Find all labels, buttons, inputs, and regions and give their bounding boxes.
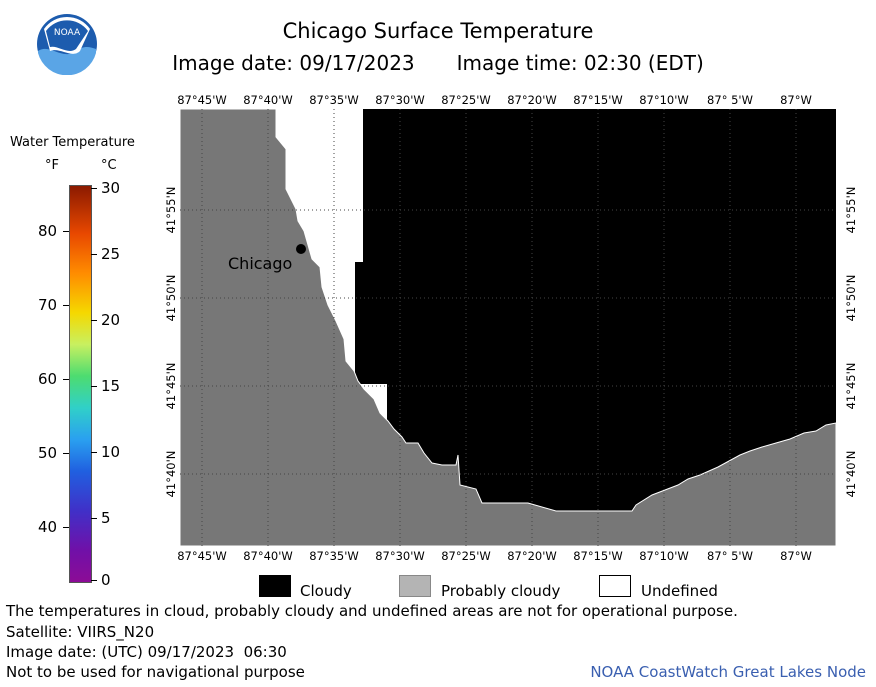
fahrenheit-tick-label: 50 [38,444,58,462]
longitude-label: 87°15'W [573,549,623,563]
noaa-logo: NOAA [36,13,98,76]
footer-note: The temperatures in cloud, probably clou… [6,602,738,620]
longitude-label: 87°35'W [309,93,359,107]
longitude-label: 87°10'W [639,93,689,107]
celsius-tick-label: 25 [101,245,121,263]
longitude-label: 87° 5'W [707,549,753,563]
legend-undefined-swatch [599,575,631,597]
longitude-label: 87°20'W [507,549,557,563]
map-panel: Chicago [180,109,836,546]
page-title: Chicago Surface Temperature [282,19,594,43]
image-date: Image date: 09/17/2023 [172,51,415,75]
longitude-label: 87° 5'W [707,93,753,107]
longitude-label: 87°30'W [375,549,425,563]
unit-celsius: °C [101,158,117,173]
graticule [180,109,836,546]
longitude-label: 87°35'W [309,549,359,563]
longitude-label: 87°15'W [573,93,623,107]
longitude-label: 87°45'W [177,93,227,107]
celsius-tick-mark [91,320,97,321]
longitude-label: 87°10'W [639,549,689,563]
celsius-tick-label: 5 [101,509,111,527]
fahrenheit-tick-mark [63,305,69,306]
fahrenheit-tick-label: 70 [38,296,58,314]
celsius-tick-label: 20 [101,311,121,329]
fahrenheit-tick-mark [63,453,69,454]
longitude-label: 87°25'W [441,549,491,563]
longitude-label: 87°W [780,93,812,107]
legend-probably-cloudy-label: Probably cloudy [441,582,561,600]
celsius-tick-mark [91,254,97,255]
fahrenheit-tick-label: 40 [38,518,58,536]
noaa-logo-text: NOAA [54,28,81,38]
legend-probably-cloudy-swatch [399,575,431,597]
legend-cloudy-swatch [259,575,291,597]
latitude-label: 41°55'N [164,186,178,234]
fahrenheit-tick-label: 60 [38,370,58,388]
longitude-label: 87°40'W [243,93,293,107]
celsius-tick-mark [91,452,97,453]
latitude-label: 41°45'N [164,362,178,410]
footer-utc-date: Image date: (UTC) 09/17/2023 06:30 [6,643,287,661]
legend-cloudy-label: Cloudy [300,582,352,600]
longitude-label: 87°30'W [375,93,425,107]
chicago-label: Chicago [228,254,292,273]
latitude-label: 41°45'N [844,362,858,410]
longitude-label: 87°20'W [507,93,557,107]
latitude-label: 41°40'N [844,450,858,498]
fahrenheit-tick-label: 80 [38,222,58,240]
chicago-marker [296,244,306,254]
latitude-label: 41°50'N [164,274,178,322]
longitude-label: 87°25'W [441,93,491,107]
latitude-label: 41°55'N [844,186,858,234]
land-area [180,109,836,546]
celsius-tick-label: 15 [101,377,121,395]
longitude-label: 87°W [780,549,812,563]
legend-undefined-label: Undefined [641,582,718,600]
latitude-label: 41°50'N [844,274,858,322]
celsius-tick-label: 10 [101,443,121,461]
fahrenheit-tick-mark [63,527,69,528]
celsius-tick-label: 30 [101,179,121,197]
scale-title: Water Temperature [10,135,135,150]
footer-nav-warning: Not to be used for navigational purpose [6,663,305,681]
latitude-label: 41°40'N [164,450,178,498]
image-time: Image time: 02:30 (EDT) [456,51,704,75]
image-date-time: Image date: 09/17/2023 Image time: 02:30 … [0,51,876,75]
footer-satellite: Satellite: VIIRS_N20 [6,623,155,641]
fahrenheit-tick-mark [63,231,69,232]
celsius-tick-mark [91,580,97,581]
unit-fahrenheit: °F [45,158,59,173]
footer-credit: NOAA CoastWatch Great Lakes Node [590,663,866,681]
celsius-tick-mark [91,518,97,519]
longitude-label: 87°45'W [177,549,227,563]
fahrenheit-tick-mark [63,379,69,380]
longitude-label: 87°40'W [243,549,293,563]
celsius-tick-mark [91,386,97,387]
celsius-tick-label: 0 [101,571,111,589]
celsius-tick-mark [91,188,97,189]
temperature-color-bar [69,185,92,583]
